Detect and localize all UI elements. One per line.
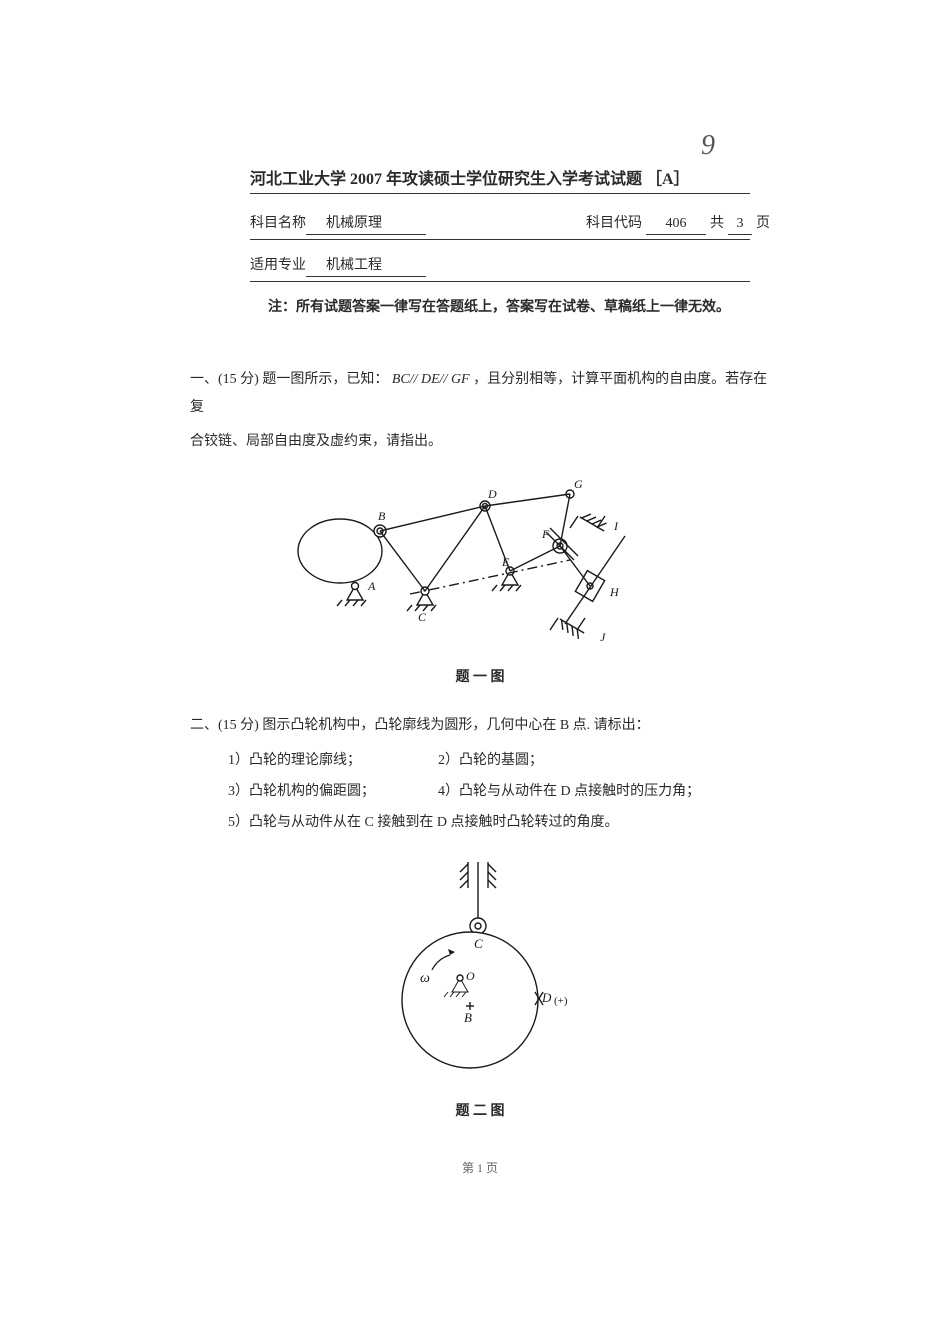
svg-text:J: J xyxy=(600,630,606,644)
q2-subitems: 1）凸轮的理论廓线； 2）凸轮的基圆； 3）凸轮机构的偏距圆； 4）凸轮与从动件… xyxy=(228,746,770,838)
code-label: 科目代码 xyxy=(586,212,642,232)
svg-text:B: B xyxy=(464,1010,472,1025)
title-rule xyxy=(250,193,750,194)
pages-suffix: 页 xyxy=(756,212,770,232)
q1-intro: 一、(15 分) 题一图所示，已知： BC// DE// GF ，且分别相等，计… xyxy=(190,366,770,422)
svg-text:B: B xyxy=(378,509,386,523)
meta-row-subject: 科目名称 机械原理 科目代码 406 共 3 页 xyxy=(250,212,770,235)
handwritten-page-number: 9 xyxy=(701,130,715,162)
question-2: 二、(15 分) 图示凸轮机构中，凸轮廓线为圆形，几何中心在 B 点. 请标出：… xyxy=(190,712,770,1180)
svg-text:ω: ω xyxy=(420,971,430,986)
figure-2: C O ω B D (+) xyxy=(190,860,770,1090)
svg-text:O: O xyxy=(466,969,475,983)
mechanism-diagram-icon: A B C D xyxy=(270,466,690,656)
major-label: 适用专业 xyxy=(250,254,306,274)
figure-1: A B C D xyxy=(190,466,770,656)
figure-2-caption: 题 二 图 xyxy=(190,1098,770,1126)
q2-intro: 二、(15 分) 图示凸轮机构中，凸轮廓线为圆形，几何中心在 B 点. 请标出： xyxy=(190,712,770,740)
figure-1-caption: 题 一 图 xyxy=(190,664,770,692)
subject-label: 科目名称 xyxy=(250,212,306,232)
svg-text:C: C xyxy=(418,610,427,624)
q2-item-1: 1）凸轮的理论廓线； xyxy=(228,746,438,777)
meta-rule-2 xyxy=(250,281,750,282)
q2-item-5: 5）凸轮与从动件从在 C 接触到在 D 点接触时凸轮转过的角度。 xyxy=(228,808,770,839)
svg-text:C: C xyxy=(474,936,483,951)
svg-text:A: A xyxy=(367,579,376,593)
q2-item-3: 3）凸轮机构的偏距圆； xyxy=(228,777,438,808)
page-content: 河北工业大学 2007 年攻读硕士学位研究生入学考试试题 ［A］ 科目名称 机械… xyxy=(250,165,770,1190)
meta-row-major: 适用专业 机械工程 xyxy=(250,254,770,277)
code-value: 406 xyxy=(646,216,706,235)
q2-item-2: 2）凸轮的基圆； xyxy=(438,746,543,777)
pages-value: 3 xyxy=(728,216,752,235)
svg-text:G: G xyxy=(574,477,583,491)
svg-text:D: D xyxy=(487,487,497,501)
pages-prefix: 共 xyxy=(710,212,724,232)
svg-text:(+): (+) xyxy=(554,995,568,1007)
question-1: 一、(15 分) 题一图所示，已知： BC// DE// GF ，且分别相等，计… xyxy=(190,366,770,692)
q2-item-4: 4）凸轮与从动件在 D 点接触时的压力角； xyxy=(438,777,700,808)
major-value: 机械工程 xyxy=(306,254,426,277)
exam-note: 注：所有试题答案一律写在答题纸上，答案写在试卷、草稿纸上一律无效。 xyxy=(268,296,770,316)
q1-intro-a: 一、(15 分) 题一图所示，已知： xyxy=(190,372,388,387)
cam-diagram-icon: C O ω B D (+) xyxy=(370,860,590,1090)
q1-parallel: BC// DE// GF xyxy=(392,372,470,387)
meta-rule-1 xyxy=(250,239,750,240)
subject-value: 机械原理 xyxy=(306,212,426,235)
svg-text:H: H xyxy=(609,585,620,599)
q1-intro-c: 合铰链、局部自由度及虚约束，请指出。 xyxy=(190,428,770,456)
page-footer: 第 1 页 xyxy=(190,1156,770,1180)
exam-title: 河北工业大学 2007 年攻读硕士学位研究生入学考试试题 ［A］ xyxy=(250,165,770,189)
svg-text:I: I xyxy=(613,519,619,533)
